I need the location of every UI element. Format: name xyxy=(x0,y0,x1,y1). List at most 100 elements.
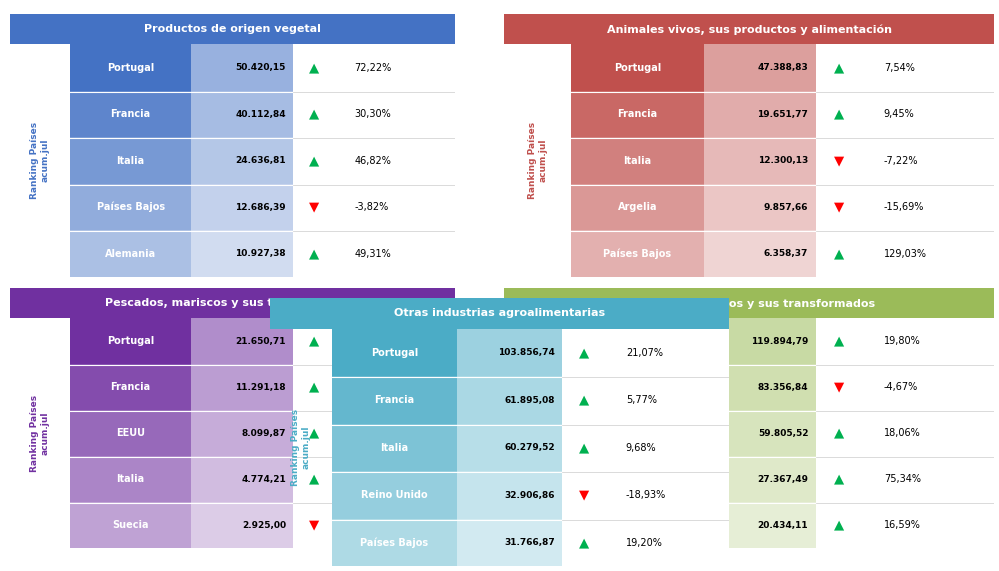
Text: 31.766,87: 31.766,87 xyxy=(504,538,555,547)
Text: Países Bajos: Países Bajos xyxy=(361,537,429,548)
Text: 61.895,08: 61.895,08 xyxy=(504,396,555,405)
Text: EEUU: EEUU xyxy=(116,428,145,438)
Text: Argelia: Argelia xyxy=(617,202,657,212)
Text: Alemania: Alemania xyxy=(105,249,156,259)
Text: 75,34%: 75,34% xyxy=(884,474,921,484)
Text: 30,30%: 30,30% xyxy=(355,109,392,119)
Text: -7,22%: -7,22% xyxy=(884,156,918,166)
Text: 11.291,18: 11.291,18 xyxy=(236,383,286,392)
Text: ▼: ▼ xyxy=(579,489,589,502)
Text: 2.925,00: 2.925,00 xyxy=(242,521,286,530)
Text: Italia: Italia xyxy=(117,474,145,484)
Text: 103.856,74: 103.856,74 xyxy=(499,348,555,357)
Text: Ranking Países
acum.jul: Ranking Países acum.jul xyxy=(291,409,311,486)
Text: Ranking Países
acum.jul: Ranking Países acum.jul xyxy=(527,395,547,472)
Text: ▲: ▲ xyxy=(309,427,320,440)
Text: 16,59%: 16,59% xyxy=(884,520,921,530)
Text: 9,68%: 9,68% xyxy=(625,443,656,453)
Text: -15,69%: -15,69% xyxy=(884,202,924,212)
Text: 19,20%: 19,20% xyxy=(625,538,662,548)
Text: ▼: ▼ xyxy=(834,381,844,394)
Text: Alemania: Alemania xyxy=(611,520,662,530)
Text: China: China xyxy=(621,336,653,346)
Text: ▲: ▲ xyxy=(309,247,320,260)
Text: ▼: ▼ xyxy=(309,518,320,532)
Text: Francia: Francia xyxy=(375,395,415,405)
Text: Italia: Italia xyxy=(117,156,145,166)
Text: ▲: ▲ xyxy=(834,108,844,120)
Text: 9,45%: 9,45% xyxy=(884,109,914,119)
Text: 12.686,39: 12.686,39 xyxy=(236,203,286,212)
Text: Reino Unido: Reino Unido xyxy=(361,490,428,500)
Text: ▲: ▲ xyxy=(834,247,844,260)
Text: 6.358,37: 6.358,37 xyxy=(764,249,808,258)
Text: Países Bajos: Países Bajos xyxy=(97,202,165,212)
Text: Francia: Francia xyxy=(617,109,657,119)
Text: 83.356,84: 83.356,84 xyxy=(757,383,808,392)
Text: 7,54%: 7,54% xyxy=(884,63,915,73)
Text: 27.367,49: 27.367,49 xyxy=(757,475,808,484)
Text: ▲: ▲ xyxy=(309,473,320,486)
Text: 21.650,71: 21.650,71 xyxy=(236,337,286,345)
Text: 50.420,15: 50.420,15 xyxy=(236,63,286,72)
Text: ▲: ▲ xyxy=(834,473,844,486)
Text: ▼: ▼ xyxy=(309,200,320,214)
Text: 4.774,21: 4.774,21 xyxy=(241,475,286,484)
Text: 129,03%: 129,03% xyxy=(884,249,927,259)
Text: 72,22%: 72,22% xyxy=(355,63,392,73)
Text: Portugal: Portugal xyxy=(107,63,154,73)
Text: Italia: Italia xyxy=(623,156,651,166)
Text: Francia: Francia xyxy=(111,382,151,392)
Text: ▲: ▲ xyxy=(579,441,589,454)
Text: 5,77%: 5,77% xyxy=(625,395,656,405)
Text: Portugal: Portugal xyxy=(107,336,154,346)
Text: 9.857,66: 9.857,66 xyxy=(764,203,808,212)
Text: ▲: ▲ xyxy=(834,61,844,74)
Text: Países Bajos: Países Bajos xyxy=(603,248,671,259)
Text: 18,06%: 18,06% xyxy=(884,428,920,438)
Text: Francia: Francia xyxy=(111,109,151,119)
Text: 12.300,13: 12.300,13 xyxy=(758,156,808,165)
Text: 60.279,52: 60.279,52 xyxy=(504,443,555,452)
Text: Portugal: Portugal xyxy=(371,348,418,357)
Text: Suecia: Suecia xyxy=(112,520,149,530)
Text: Ranking Países
acum.jul: Ranking Países acum.jul xyxy=(30,122,50,199)
Text: 49,31%: 49,31% xyxy=(355,249,392,259)
Text: -3,82%: -3,82% xyxy=(355,202,389,212)
Text: Francia: Francia xyxy=(617,428,657,438)
Text: 10.927,38: 10.927,38 xyxy=(236,249,286,258)
Text: Productos de origen vegetal: Productos de origen vegetal xyxy=(144,25,321,34)
Text: ▲: ▲ xyxy=(309,108,320,120)
Text: ▲: ▲ xyxy=(309,154,320,167)
Text: ▲: ▲ xyxy=(834,335,844,348)
Text: ▼: ▼ xyxy=(834,154,844,167)
Text: ▲: ▲ xyxy=(834,427,844,440)
Text: 19.651,77: 19.651,77 xyxy=(757,110,808,119)
Text: ▲: ▲ xyxy=(579,393,589,407)
Text: 19,80%: 19,80% xyxy=(884,336,920,346)
Text: 47.388,83: 47.388,83 xyxy=(757,63,808,72)
Text: ▲: ▲ xyxy=(309,61,320,74)
Text: 25,02%: 25,02% xyxy=(355,336,392,346)
Text: 21,07%: 21,07% xyxy=(625,348,662,357)
Text: ▼: ▼ xyxy=(834,200,844,214)
Text: 48,74%: 48,74% xyxy=(355,474,392,484)
Text: 5,04%: 5,04% xyxy=(355,382,386,392)
Text: 40.112,84: 40.112,84 xyxy=(236,110,286,119)
Text: ▲: ▲ xyxy=(309,381,320,394)
Text: Pescados, mariscos y sus transformados: Pescados, mariscos y sus transformados xyxy=(105,298,360,308)
Text: ▲: ▲ xyxy=(579,536,589,549)
Text: Portugal: Portugal xyxy=(613,63,661,73)
Text: 32.906,86: 32.906,86 xyxy=(504,490,555,500)
Text: 253,93%: 253,93% xyxy=(355,428,398,438)
Text: ▲: ▲ xyxy=(834,518,844,532)
Text: Animales vivos, sus productos y alimentación: Animales vivos, sus productos y alimenta… xyxy=(606,24,892,35)
Text: 8.099,87: 8.099,87 xyxy=(242,429,286,438)
Text: -5,78%: -5,78% xyxy=(355,520,389,530)
Text: ▲: ▲ xyxy=(309,335,320,348)
Text: Otras industrias agroalimentarias: Otras industrias agroalimentarias xyxy=(394,308,605,319)
Text: -18,93%: -18,93% xyxy=(625,490,666,500)
Text: 119.894,79: 119.894,79 xyxy=(751,337,808,345)
Text: Productos cárnicos y sus transformados: Productos cárnicos y sus transformados xyxy=(623,298,875,308)
Text: -4,67%: -4,67% xyxy=(884,382,918,392)
